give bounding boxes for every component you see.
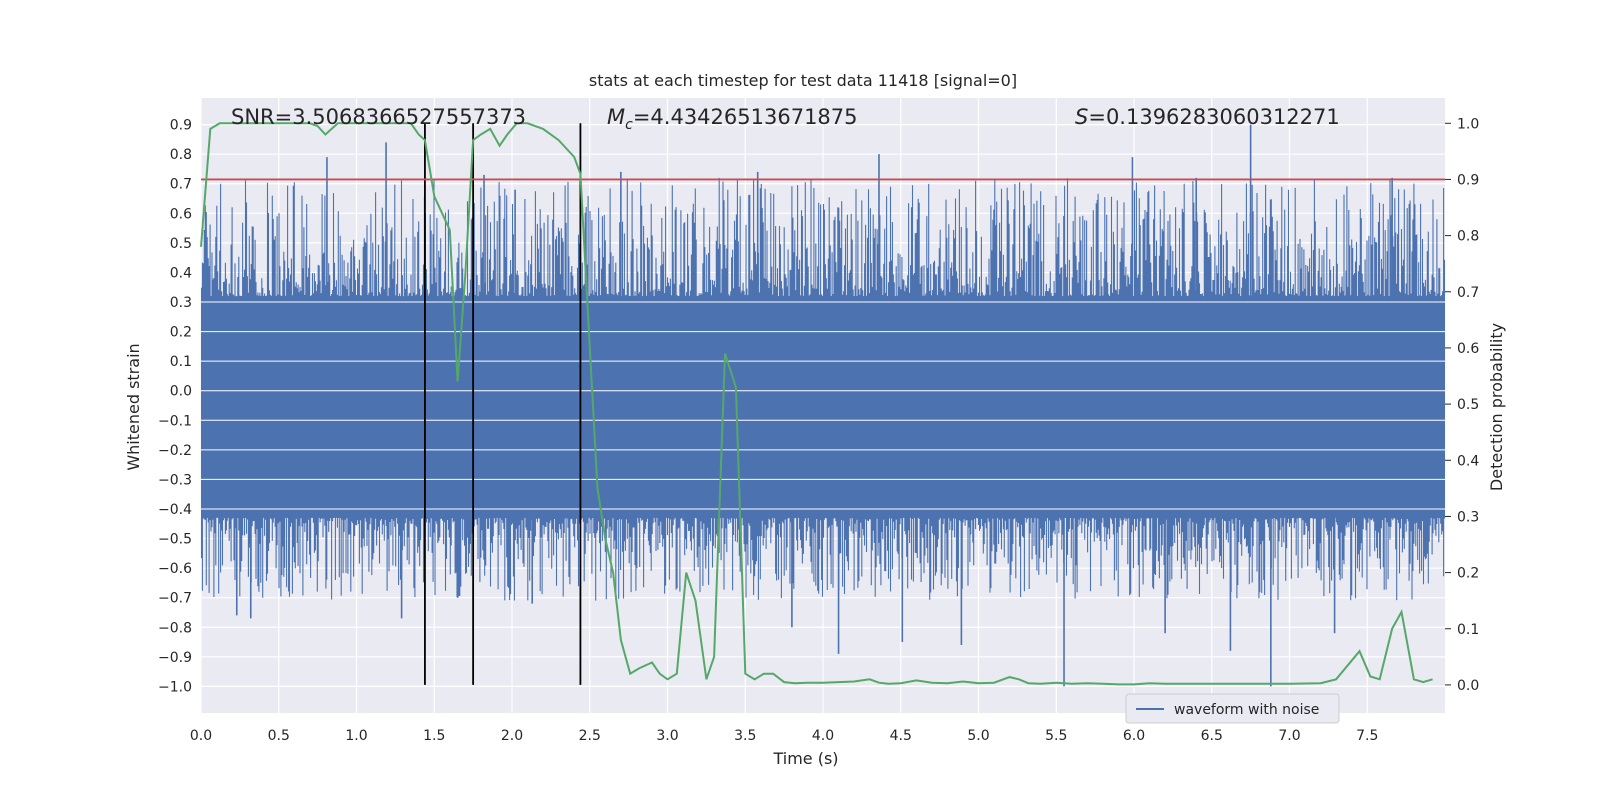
y-left-tick-label: −1.0 [158,679,192,695]
x-tick-label: 1.5 [423,728,445,744]
s-symbol: S [1075,105,1088,129]
y-left-tick-label: −0.6 [158,561,192,577]
y-right-tick-label: 0.8 [1457,229,1479,245]
x-tick-label: 4.0 [812,728,834,744]
y-right-axis-ticks: 1.0 0.9 0.8 0.7 0.6 0.5 0.4 0.3 0.2 0.1 0.0 [1445,116,1479,694]
y-left-tick-label: −0.7 [158,591,192,607]
y-right-tick-label: 0.9 [1457,172,1479,188]
y-right-tick-label: 0.3 [1457,509,1479,525]
y-left-tick-label: −0.9 [158,650,192,666]
x-tick-label: 5.5 [1045,728,1067,744]
y-right-axis-label: Detection probability [1487,323,1506,491]
detection-probability-line [200,122,1433,686]
y-left-tick-label: 0.5 [170,236,192,252]
x-tick-label: 2.0 [501,728,523,744]
mc-value: =4.43426513671875 [633,105,858,129]
x-tick-label: 5.0 [967,728,989,744]
x-axis-label: Time (s) [772,749,838,768]
x-tick-label: 7.0 [1278,728,1300,744]
y-right-tick-label: 0.2 [1457,566,1479,582]
y-left-tick-label: 0.0 [170,384,192,400]
mc-annotation: Mc=4.43426513671875 [607,105,858,133]
y-left-tick-label: 0.9 [170,118,192,134]
legend: waveform with noise [1125,693,1340,724]
x-tick-label: 0.5 [268,728,290,744]
x-tick-label: 3.0 [656,728,678,744]
y-left-tick-label: −0.2 [158,443,192,459]
detection-probability-series [200,122,1433,686]
x-tick-label: 2.5 [579,728,601,744]
y-left-axis-label: Whitened strain [124,343,143,470]
x-tick-label: 4.5 [890,728,912,744]
y-right-tick-label: 0.4 [1457,453,1479,469]
y-right-tick-label: 1.0 [1457,116,1479,132]
y-left-tick-label: −0.1 [158,413,192,429]
x-tick-label: 3.5 [734,728,756,744]
y-right-tick-label: 0.5 [1457,397,1479,413]
legend-label: waveform with noise [1174,702,1319,718]
vertical-markers [424,123,582,685]
y-right-tick-label: 0.6 [1457,341,1479,357]
x-tick-label: 0.0 [190,728,212,744]
y-left-tick-label: 0.1 [170,354,192,370]
y-left-tick-label: −0.8 [158,620,192,636]
x-tick-label: 6.0 [1123,728,1145,744]
y-left-tick-label: 0.4 [170,265,192,281]
x-tick-label: 7.5 [1356,728,1378,744]
x-tick-label: 6.5 [1201,728,1223,744]
y-left-tick-label: −0.5 [158,532,192,548]
y-left-tick-label: 0.7 [170,177,192,193]
s-annotation: S=0.1396283060312271 [1075,105,1340,129]
s-value: =0.1396283060312271 [1088,105,1339,129]
waveform-series [200,124,1446,687]
waveform-noise [200,177,1446,601]
mc-symbol: M [607,105,625,129]
y-right-tick-label: 0.7 [1457,285,1479,301]
y-right-tick-label: 0.0 [1457,678,1479,694]
y-left-tick-label: −0.4 [158,502,192,518]
y-left-tick-label: 0.6 [170,206,192,222]
x-axis-ticks: 0.0 0.5 1.0 1.5 2.0 2.5 3.0 3.5 4.0 4.5 5.0 5.5 6.0 6… [190,728,1379,744]
mc-subscript: c [625,117,633,133]
chart-title: stats at each timestep for test data 114… [589,71,1017,90]
y-left-tick-label: −0.3 [158,472,192,488]
snr-annotation: SNR=3.5068366527557373 [231,105,526,129]
legend-box [1125,693,1340,724]
y-right-tick-label: 0.1 [1457,622,1479,638]
y-left-axis-ticks: 0.9 0.8 0.7 0.6 0.5 0.4 0.3 0.2 0.1 0.0 −0.1 −0.2 −0… [158,118,192,696]
y-left-tick-label: 0.2 [170,325,192,341]
y-left-tick-label: 0.3 [170,295,192,311]
x-tick-label: 1.0 [345,728,367,744]
y-left-tick-label: 0.8 [170,147,192,163]
